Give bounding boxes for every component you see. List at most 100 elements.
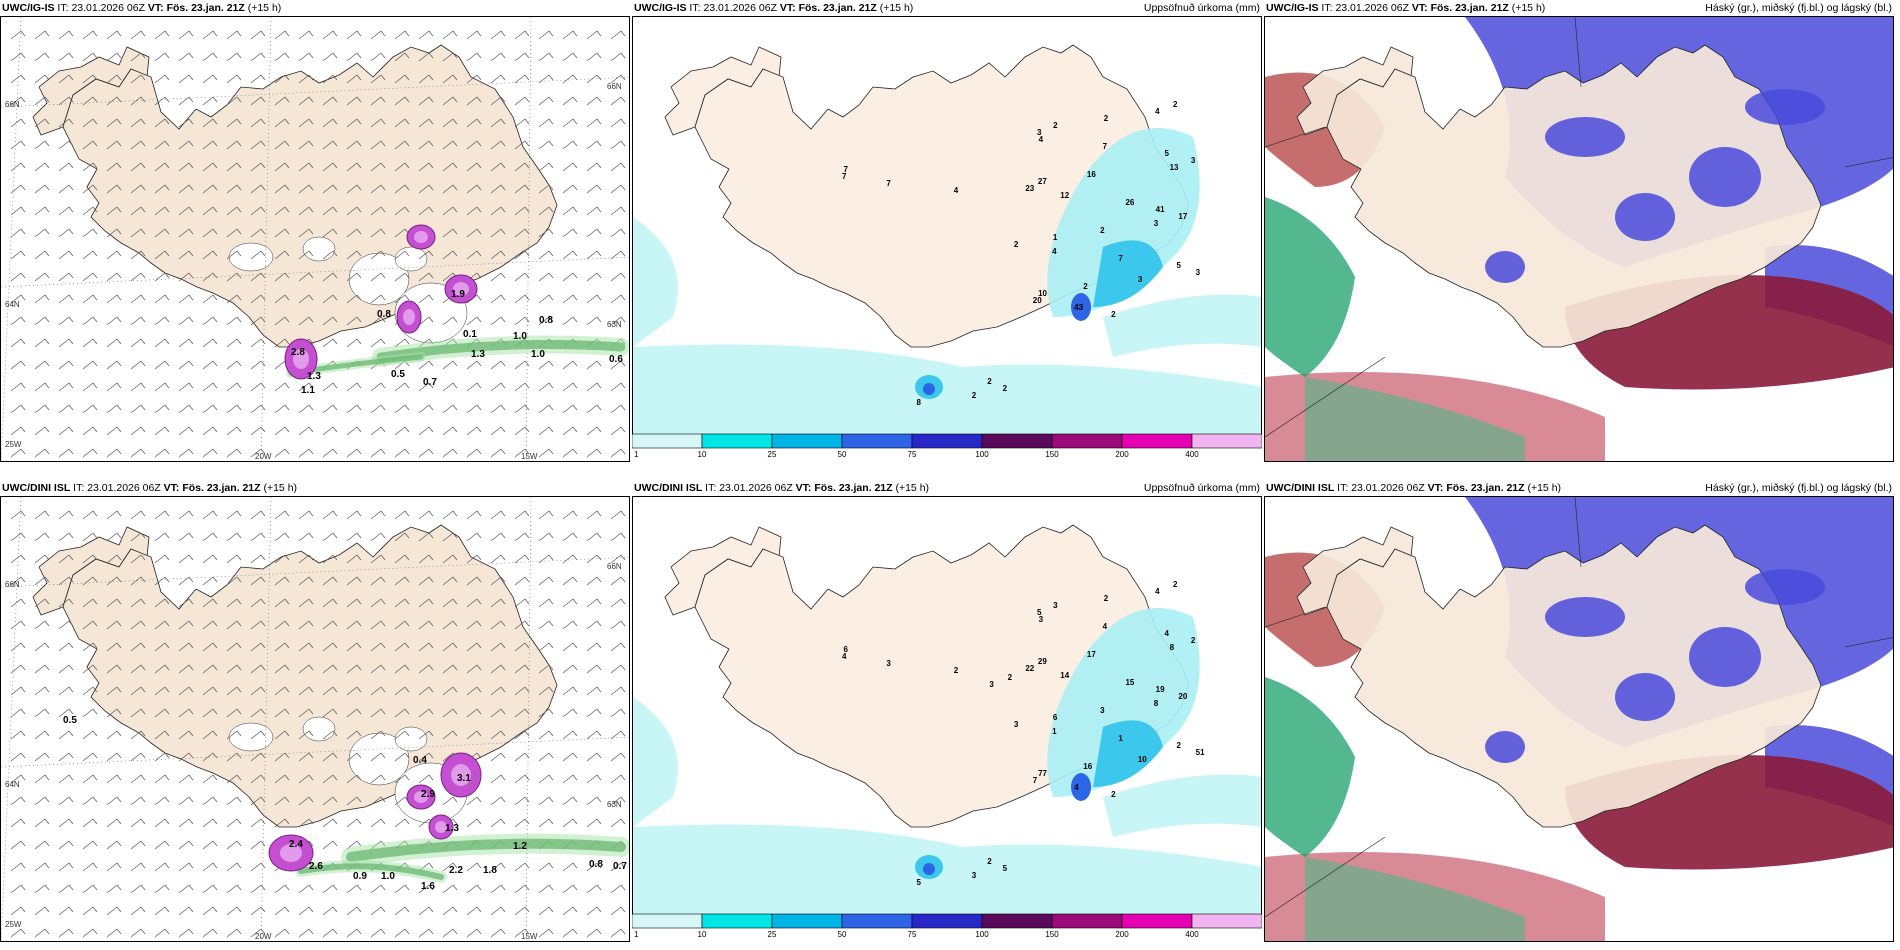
- barb-flag: [92, 774, 98, 781]
- barb-flag: [596, 184, 602, 191]
- barb-shaft: [322, 576, 334, 586]
- wind-barb: [130, 404, 146, 414]
- wind-barb: [274, 642, 290, 652]
- barb-flag: [404, 404, 410, 411]
- wind-barb: [562, 796, 578, 806]
- barb-flag: [452, 360, 458, 367]
- barb-flag: [476, 554, 482, 561]
- barb-flag: [428, 316, 434, 323]
- barb-flag: [548, 598, 554, 605]
- barb-flag: [260, 796, 266, 803]
- barb-flag: [116, 404, 122, 411]
- wind-barb: [466, 664, 482, 674]
- wind-barb: [442, 796, 458, 806]
- barb-flag: [212, 338, 218, 345]
- barb-flag: [596, 404, 602, 411]
- wind-barb: [394, 576, 410, 586]
- barb-shaft: [202, 576, 214, 586]
- barb-flag: [332, 664, 338, 671]
- barb-shaft: [442, 118, 454, 128]
- barb-flag: [20, 598, 26, 605]
- wind-barb: [490, 774, 506, 784]
- lead-time: (+15 h): [879, 2, 914, 14]
- wind-barb: [490, 140, 506, 150]
- barb-flag: [524, 294, 530, 301]
- precip-value-label: 3: [1037, 128, 1042, 137]
- barb-flag: [548, 250, 554, 257]
- barb-flag: [380, 642, 386, 649]
- wind-barb: [538, 294, 554, 304]
- wind-barb: [34, 884, 50, 894]
- it-label: IT:: [1337, 482, 1349, 494]
- wind-barb: [154, 404, 170, 414]
- barb-flag: [596, 272, 602, 279]
- wind-map: 0.5 0.4 2.9 3.1 1.3 0.9 1.0 1.6 1.8 2.2 0.8 0.7 2.6 2…: [0, 496, 630, 942]
- wind-barb: [394, 448, 410, 458]
- lat-label-right-63n: 63N: [607, 800, 622, 809]
- barb-flag: [164, 752, 170, 759]
- colorbar-tick-label: 400: [1185, 930, 1199, 939]
- barb-shaft: [82, 906, 94, 916]
- wind-barb: [250, 664, 266, 674]
- barb-flag: [308, 338, 314, 345]
- precip-value-label: 4: [1074, 783, 1079, 792]
- barb-flag: [20, 206, 26, 213]
- low-cloud-patch: [1615, 673, 1675, 721]
- wind-barb: [130, 250, 146, 260]
- wind-value-label: 0.5: [63, 715, 77, 726]
- barb-shaft: [58, 862, 70, 872]
- barb-flag: [524, 620, 530, 627]
- barb-shaft: [298, 448, 310, 458]
- barb-shaft: [562, 796, 574, 806]
- barb-flag: [212, 206, 218, 213]
- barb-flag: [260, 118, 266, 125]
- barb-flag: [380, 752, 386, 759]
- precip-value-label: 1: [1118, 734, 1123, 743]
- barb-shaft: [514, 730, 526, 740]
- barb-shaft: [298, 52, 310, 62]
- low-cloud-patch: [1689, 627, 1761, 687]
- barb-flag: [548, 532, 554, 539]
- wind-barb: [226, 664, 242, 674]
- barb-flag: [356, 774, 362, 781]
- barb-shaft: [322, 140, 334, 150]
- barb-flag: [140, 752, 146, 759]
- barb-shaft: [442, 250, 454, 260]
- mid-cloud-sw: [1305, 377, 1525, 461]
- wind-barb: [250, 360, 266, 370]
- barb-shaft: [178, 752, 190, 762]
- wind-barb: [586, 404, 602, 414]
- barb-shaft: [298, 96, 310, 106]
- barb-shaft: [466, 426, 478, 436]
- barb-shaft: [178, 708, 190, 718]
- barb-shaft: [130, 206, 142, 216]
- barb-shaft: [274, 576, 286, 586]
- barb-flag: [572, 532, 578, 539]
- barb-flag: [20, 74, 26, 81]
- wind-barb: [82, 862, 98, 872]
- wind-barb: [514, 884, 530, 894]
- barb-flag: [452, 664, 458, 671]
- barb-shaft: [130, 598, 142, 608]
- barb-shaft: [274, 928, 286, 938]
- barb-flag: [68, 294, 74, 301]
- barb-shaft: [202, 294, 214, 304]
- barb-flag: [596, 532, 602, 539]
- barb-shaft: [34, 426, 46, 436]
- barb-flag: [356, 228, 362, 235]
- wind-barb: [274, 316, 290, 326]
- barb-shaft: [226, 642, 238, 652]
- barb-flag: [212, 52, 218, 59]
- barb-shaft: [346, 796, 358, 806]
- wind-barb: [154, 118, 170, 128]
- barb-shaft: [250, 686, 262, 696]
- barb-flag: [404, 294, 410, 301]
- barb-flag: [620, 272, 626, 279]
- barb-shaft: [298, 730, 310, 740]
- barb-shaft: [346, 730, 358, 740]
- barb-flag: [140, 862, 146, 869]
- barb-flag: [332, 510, 338, 517]
- barb-flag: [620, 862, 626, 869]
- barb-flag: [452, 510, 458, 517]
- wind-barb: [418, 664, 434, 674]
